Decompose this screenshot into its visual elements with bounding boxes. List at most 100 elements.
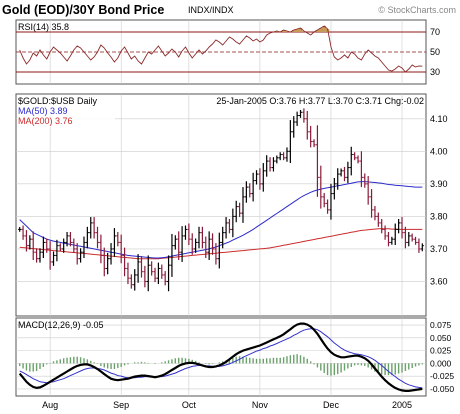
- price-bar: [305, 110, 309, 140]
- price-tick-label: 3.90: [430, 179, 448, 189]
- price-bar: [194, 238, 198, 253]
- price-bar: [332, 177, 336, 200]
- price-bar: [143, 265, 147, 288]
- price-bar: [258, 168, 262, 190]
- price-bar: [58, 243, 62, 252]
- price-bar: [146, 255, 150, 292]
- price-bar: [302, 108, 306, 123]
- price-bar: [353, 152, 357, 161]
- price-bar: [18, 227, 22, 232]
- price-bar: [78, 248, 83, 263]
- price-bar: [160, 264, 164, 279]
- price-bar: [35, 248, 39, 263]
- price-bar: [106, 252, 110, 275]
- price-bar: [261, 163, 265, 192]
- macd-tick-label: 0.075: [430, 320, 452, 330]
- price-bar: [410, 233, 414, 242]
- price-bar: [349, 146, 353, 176]
- price-bar: [403, 226, 407, 249]
- ma200-line: [19, 228, 423, 260]
- price-bar: [38, 248, 42, 263]
- legend-symbol: $GOLD:$USB Daily: [18, 96, 98, 106]
- rsi-line: [19, 25, 423, 73]
- price-bar: [339, 168, 343, 177]
- price-bar: [204, 236, 208, 259]
- macd-tick-label: -0.050: [430, 384, 454, 394]
- price-bar: [281, 152, 286, 161]
- price-bar: [72, 238, 76, 253]
- price-bar: [251, 172, 255, 202]
- price-bar: [312, 139, 316, 148]
- price-bar: [122, 247, 127, 277]
- price-bar: [254, 170, 259, 185]
- price-bar: [292, 116, 296, 138]
- price-bar: [393, 223, 397, 246]
- price-bar: [89, 217, 93, 239]
- price-bar: [139, 256, 144, 278]
- price-bar: [383, 225, 387, 240]
- rsi-tick-label: 50: [430, 47, 440, 57]
- price-tick-label: 4.10: [430, 114, 448, 124]
- price-bar: [68, 232, 73, 247]
- x-axis-month-label: Nov: [252, 400, 269, 410]
- price-bar: [234, 200, 238, 223]
- price-bar: [210, 233, 215, 255]
- chart-symbol: INDX/INDX: [188, 5, 234, 15]
- price-bar: [150, 261, 154, 276]
- price-bar: [95, 226, 100, 249]
- price-bar: [48, 241, 52, 270]
- price-bar: [51, 251, 56, 266]
- price-bar: [342, 166, 347, 182]
- price-bar: [248, 183, 252, 198]
- price-bar: [92, 217, 96, 239]
- price-bar: [119, 234, 123, 264]
- price-bar: [265, 155, 269, 177]
- price-bar: [380, 218, 384, 234]
- price-bar: [224, 217, 228, 239]
- price-bar: [356, 155, 360, 164]
- price-bar: [197, 226, 201, 249]
- price-bar: [390, 236, 394, 245]
- price-bar: [217, 232, 221, 269]
- price-bar: [386, 232, 391, 247]
- price-bar: [163, 271, 167, 286]
- price-bar: [190, 233, 194, 255]
- price-bar: [221, 226, 225, 249]
- price-bar: [366, 176, 370, 205]
- price-tick-label: 3.70: [430, 244, 448, 254]
- macd-tick-label: 0.000: [430, 358, 452, 368]
- price-bar: [65, 232, 69, 247]
- legend-ma50: MA(50) 3.89: [18, 106, 68, 116]
- price-bar: [180, 226, 184, 262]
- price-bar: [400, 217, 404, 239]
- price-bar: [31, 231, 35, 260]
- price-bar: [376, 212, 380, 227]
- price-bar: [420, 243, 424, 252]
- x-axis-month-label: Aug: [42, 400, 58, 410]
- price-bar: [133, 269, 137, 291]
- price-bar: [136, 254, 140, 283]
- price-bar: [187, 223, 191, 246]
- macd-frame: [15, 317, 427, 397]
- price-tick-label: 3.60: [430, 276, 448, 286]
- price-bar: [214, 243, 218, 265]
- price-bar: [156, 262, 161, 285]
- price-bar: [278, 152, 282, 161]
- price-bar: [129, 274, 133, 289]
- price-bar: [363, 173, 367, 188]
- macd-panel: MACD(12,26,9) -0.05 0.075 0.050 0.025 0.000…: [15, 317, 454, 397]
- price-info: 25-Jan-2005 O:3.76 H:3.77 L:3.70 C:3.71 …: [216, 96, 424, 106]
- price-bar: [336, 168, 340, 190]
- price-bar: [315, 125, 320, 197]
- legend-backdrop: [17, 95, 115, 127]
- x-axis-month-label: Oct: [182, 400, 197, 410]
- copyright-label: © StockCharts.com: [378, 5, 456, 15]
- price-bar: [109, 243, 113, 265]
- price-bar: [24, 230, 29, 252]
- price-bar: [346, 161, 350, 184]
- price-bar: [200, 226, 204, 249]
- price-bar: [116, 232, 120, 247]
- price-bar: [62, 238, 66, 253]
- price-bar: [241, 187, 245, 223]
- price-bar: [373, 205, 377, 221]
